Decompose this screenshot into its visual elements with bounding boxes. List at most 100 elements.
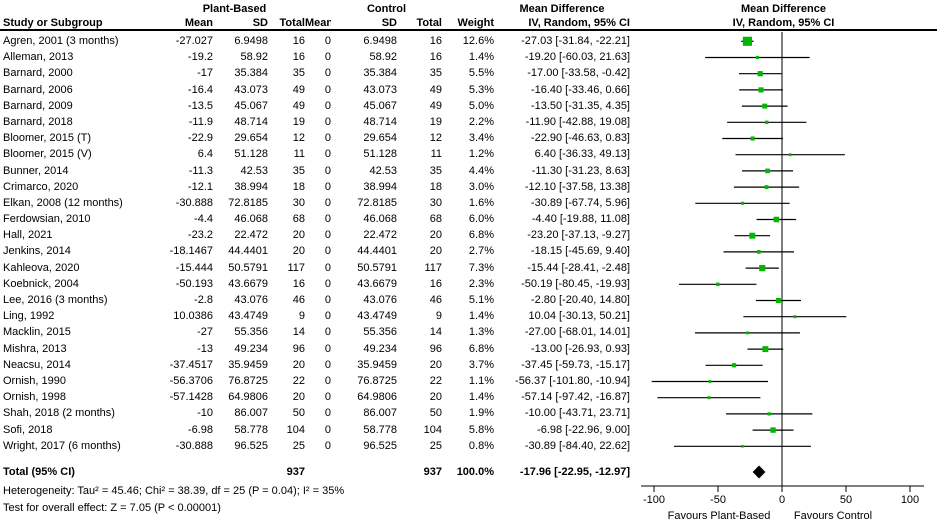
study-row: Barnard, 2006 -16.4 43.073 49 0 43.073 49 5.3% -… bbox=[0, 82, 630, 98]
weight-cell: 0.8% bbox=[468, 439, 494, 452]
study-row: Mishra, 2013 -13 49.234 96 0 49.234 96 6.8% -13.… bbox=[0, 341, 630, 357]
pb-sd-cell: 86.007 bbox=[234, 407, 268, 420]
pb-total-cell: 11 bbox=[293, 148, 305, 161]
md-ci-text-cell: -30.89 [-67.74, 5.96] bbox=[530, 196, 630, 209]
md-ci-text-cell: -57.14 [-97.42, -16.87] bbox=[521, 391, 630, 404]
control-mean-cell: 0 bbox=[324, 326, 331, 339]
pb-mean-cell: -13 bbox=[197, 342, 213, 355]
md-ci-text-cell: -56.37 [-101.80, -10.94] bbox=[515, 374, 630, 387]
control-mean-cell: 0 bbox=[324, 229, 331, 242]
md-ci-text-cell: -12.10 [-37.58, 13.38] bbox=[524, 180, 630, 193]
study-name-cell: Neacsu, 2014 bbox=[3, 358, 71, 371]
md-ci-text-cell: -13.00 [-26.93, 0.93] bbox=[530, 342, 630, 355]
study-name-cell: Barnard, 2006 bbox=[3, 83, 73, 96]
control-total-cell: 9 bbox=[435, 310, 442, 323]
weight-cell: 3.7% bbox=[468, 358, 494, 371]
effect-marker bbox=[775, 297, 781, 304]
axis-tick-label: 50 bbox=[840, 494, 852, 506]
pb-mean-cell: -30.888 bbox=[175, 439, 213, 452]
total-c-sd-empty bbox=[331, 464, 397, 480]
control-sd-cell: 29.654 bbox=[363, 132, 397, 145]
control-total-cell: 14 bbox=[429, 326, 442, 339]
control-mean-cell: 0 bbox=[324, 67, 331, 80]
total-md-ci: -17.96 [-22.95, -12.97] bbox=[519, 466, 630, 478]
pb-mean-cell: -11.9 bbox=[188, 115, 213, 128]
md-ci-text-cell: -13.50 [-31.35, 4.35] bbox=[530, 99, 630, 112]
study-name-cell: Alleman, 2013 bbox=[3, 51, 74, 64]
effect-marker bbox=[765, 120, 769, 125]
control-total-cell: 20 bbox=[429, 245, 442, 258]
control-total-cell: 16 bbox=[429, 51, 442, 64]
study-name-cell: Shah, 2018 (2 months) bbox=[3, 407, 115, 420]
weight-cell: 5.0% bbox=[468, 99, 494, 112]
pb-total-cell: 35 bbox=[292, 67, 305, 80]
study-name-cell: Barnard, 2009 bbox=[3, 99, 73, 112]
col-header-md-plot-sub: IV, Random, 95% CI bbox=[732, 17, 835, 29]
control-total-cell: 50 bbox=[429, 407, 442, 420]
control-sd-cell: 44.4401 bbox=[357, 245, 397, 258]
md-ci-text-cell: -22.90 [-46.63, 0.83] bbox=[530, 132, 630, 145]
control-mean-cell: 0 bbox=[324, 439, 331, 452]
effect-marker bbox=[765, 168, 770, 174]
total-label: Total (95% CI) bbox=[3, 466, 75, 478]
pb-total-cell: 20 bbox=[292, 391, 305, 404]
control-mean-cell: 0 bbox=[324, 423, 331, 436]
control-total-cell: 68 bbox=[429, 213, 442, 226]
control-mean-cell: 0 bbox=[324, 35, 331, 47]
control-mean-cell: 0 bbox=[324, 213, 331, 226]
pb-mean-cell: -27.027 bbox=[175, 35, 213, 47]
control-mean-cell: 0 bbox=[324, 245, 331, 258]
control-total-cell: 20 bbox=[429, 391, 442, 404]
pb-mean-cell: -22.9 bbox=[187, 132, 213, 145]
control-sd-cell: 35.9459 bbox=[357, 358, 397, 371]
md-ci-text-cell: -17.00 [-33.58, -0.42] bbox=[527, 67, 630, 80]
weight-cell: 1.4% bbox=[468, 391, 494, 404]
md-ci-text-cell: -2.80 [-20.40, 14.80] bbox=[530, 294, 630, 306]
pb-sd-cell: 43.4749 bbox=[228, 310, 268, 323]
control-sd-cell: 51.128 bbox=[363, 148, 397, 161]
effect-marker bbox=[749, 232, 756, 239]
study-row: Bloomer, 2015 (T) -22.9 29.654 12 0 29.654 12 3… bbox=[0, 130, 630, 146]
weight-cell: 1.4% bbox=[468, 51, 494, 64]
control-mean-cell: 0 bbox=[324, 294, 331, 306]
study-name-cell: Agren, 2001 (3 months) bbox=[3, 35, 119, 47]
study-name-cell: Jenkins, 2014 bbox=[3, 245, 71, 258]
pb-sd-cell: 43.076 bbox=[234, 294, 268, 306]
effect-marker bbox=[742, 36, 752, 46]
control-total-cell: 35 bbox=[429, 67, 442, 80]
weight-cell: 4.4% bbox=[468, 164, 494, 177]
study-name-cell: Barnard, 2018 bbox=[3, 115, 73, 128]
pb-mean-cell: 10.0386 bbox=[173, 310, 213, 323]
control-sd-cell: 38.994 bbox=[363, 180, 397, 193]
header-divider-line bbox=[0, 29, 937, 31]
total-pb-total: 937 bbox=[286, 466, 305, 478]
pb-sd-cell: 72.8185 bbox=[228, 196, 268, 209]
effect-marker bbox=[755, 56, 759, 59]
pb-total-cell: 50 bbox=[292, 407, 305, 420]
heterogeneity-text: Heterogeneity: Tau² = 45.46; Chi² = 38.3… bbox=[3, 485, 345, 497]
pb-total-cell: 16 bbox=[292, 35, 305, 47]
control-total-cell: 11 bbox=[430, 148, 442, 161]
md-ci-text-cell: -11.90 [-42.88, 19.08] bbox=[525, 115, 630, 128]
control-total-cell: 22 bbox=[429, 374, 442, 387]
study-name-cell: Ornish, 1998 bbox=[3, 391, 66, 404]
control-sd-cell: 86.007 bbox=[363, 407, 397, 420]
control-mean-cell: 0 bbox=[324, 407, 331, 420]
summary-diamond bbox=[752, 465, 766, 479]
study-row: Hall, 2021 -23.2 22.472 20 0 22.472 20 6.8% -23.… bbox=[0, 227, 630, 243]
axis-tick-label: -50 bbox=[710, 494, 726, 506]
weight-cell: 6.0% bbox=[468, 213, 494, 226]
effect-marker bbox=[793, 315, 797, 319]
total-pb-mean-empty bbox=[164, 464, 213, 480]
study-name-cell: Wright, 2017 (6 months) bbox=[3, 439, 121, 452]
col-header-c-mean: Mean bbox=[305, 17, 331, 29]
pb-sd-cell: 76.8725 bbox=[228, 374, 268, 387]
pb-sd-cell: 55.356 bbox=[234, 326, 268, 339]
control-sd-cell: 76.8725 bbox=[357, 374, 397, 387]
md-ci-text-cell: -4.40 [-19.88, 11.08] bbox=[531, 213, 630, 226]
pb-sd-cell: 49.234 bbox=[234, 342, 268, 355]
pb-total-cell: 49 bbox=[292, 99, 305, 112]
control-mean-cell: 0 bbox=[324, 148, 331, 161]
study-row: Bunner, 2014 -11.3 42.53 35 0 42.53 35 4.4% -11.… bbox=[0, 163, 630, 179]
